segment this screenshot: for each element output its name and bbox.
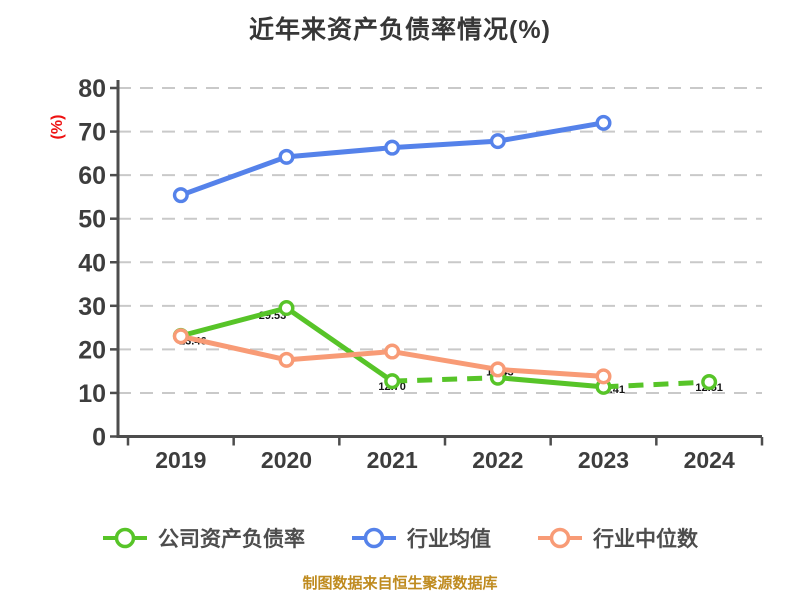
data-point-marker <box>489 361 506 378</box>
y-axis-tick-label: 80 <box>78 75 106 103</box>
data-point-marker <box>172 328 189 345</box>
legend-marker-green-icon <box>103 527 147 549</box>
legend-item-company-ratio: 公司资产负债率 <box>102 523 305 553</box>
chart-title: 近年来资产负债率情况(%) <box>249 16 551 44</box>
series-line-segment <box>391 349 499 372</box>
x-axis-tick-label: 2024 <box>684 447 735 473</box>
y-axis-tick-label: 40 <box>78 249 106 277</box>
series-line-segment <box>392 375 498 384</box>
series-line-segment <box>603 379 710 390</box>
data-point-marker <box>278 299 295 316</box>
series-line-segment <box>392 138 498 151</box>
data-point-marker <box>489 133 506 150</box>
chart-legend: 公司资产负债率 行业均值 行业中位数 <box>0 516 800 560</box>
legend-marker-orange-icon <box>538 527 582 549</box>
series-line-segment <box>180 305 288 339</box>
legend-item-industry-mean: 行业均值 <box>351 523 491 553</box>
series-line-segment <box>179 154 288 198</box>
y-axis-tick-label: 20 <box>78 336 106 364</box>
y-axis-tick-label: 10 <box>78 380 106 408</box>
data-point-marker <box>384 373 401 390</box>
legend-marker-blue-icon <box>352 527 396 549</box>
data-point-marker <box>384 139 401 156</box>
series-line-segment <box>286 349 393 363</box>
legend-item-industry-median: 行业中位数 <box>537 523 698 553</box>
legend-label-company-ratio: 公司资产负债率 <box>158 528 305 551</box>
data-point-marker <box>172 187 189 204</box>
data-point-marker <box>701 374 718 391</box>
y-axis-tick-label: 50 <box>78 206 106 234</box>
legend-label-industry-mean: 行业均值 <box>407 528 491 551</box>
data-point-marker <box>278 148 295 165</box>
series-line-segment <box>497 375 604 390</box>
y-axis-tick-label: 70 <box>78 119 106 147</box>
x-axis-tick-label: 2023 <box>578 447 629 473</box>
x-axis-tick-label: 2019 <box>155 447 206 473</box>
series-line-segment <box>497 366 604 379</box>
y-axis-tick-label: 60 <box>78 162 106 190</box>
y-axis-tick-label: 0 <box>92 424 106 452</box>
x-axis-tick-label: 2021 <box>367 447 418 473</box>
x-axis-tick-label: 2020 <box>261 447 312 473</box>
data-point-marker <box>384 343 401 360</box>
chart-canvas: 0 10 20 30 40 50 60 70 80 2019 2020 2021 2022 2023 202… <box>49 75 764 473</box>
x-axis-tick-label: 2022 <box>472 447 523 473</box>
series-line-segment <box>285 305 394 384</box>
y-axis-tick-label: 30 <box>78 293 106 321</box>
data-point-marker <box>278 351 295 368</box>
series-line-segment <box>180 333 288 363</box>
series-line-segment <box>497 120 604 144</box>
legend-label-industry-median: 行业中位数 <box>593 528 698 551</box>
data-source-note: 制图数据来自恒生聚源数据库 <box>302 575 498 592</box>
series-line-segment <box>286 145 393 160</box>
y-axis-unit-label: (%) <box>49 115 66 140</box>
data-point-marker <box>595 114 612 131</box>
data-point-marker <box>595 368 612 385</box>
